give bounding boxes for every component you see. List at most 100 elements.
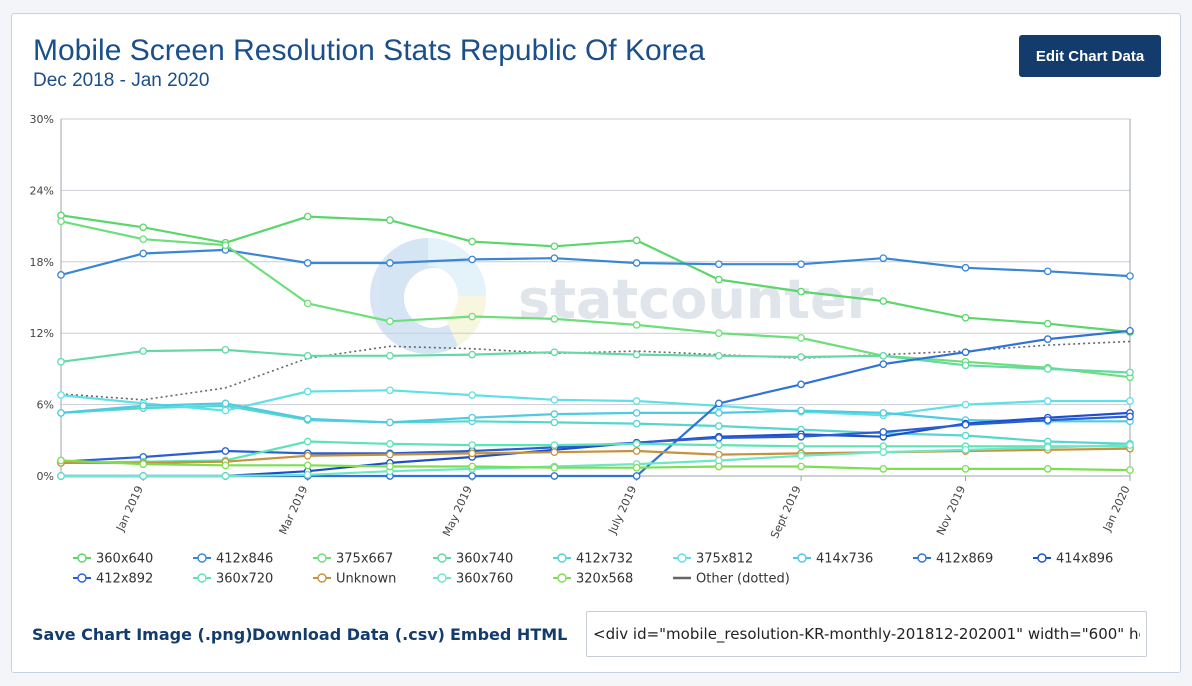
data-point-360x720 [303,437,312,446]
data-point-360x640 [550,242,559,251]
legend-item-412x846[interactable]: 412x846 [193,552,273,567]
data-point-360x760 [139,472,148,480]
watermark-logo-core [404,268,464,328]
data-point-412x846 [879,254,888,263]
legend-label: 360x740 [456,552,513,567]
legend-label: 375x812 [696,552,753,567]
data-point-360x740 [386,351,394,360]
data-point-360x760 [961,445,970,454]
data-point-360x740 [468,350,477,359]
legend-marker [677,553,687,563]
data-point-360x740 [714,351,723,360]
data-point-320x568 [386,462,394,471]
data-point-320x568 [1043,465,1052,473]
data-point-Unknown [632,447,641,455]
data-point-360x640 [1043,319,1052,328]
data-point-360x640 [632,236,641,245]
legend-label: 414x896 [1056,552,1113,567]
x-tick-label: Mar 2019 [277,484,311,537]
legend-label: 412x869 [936,552,993,567]
chart-card: Mobile Screen Resolution Stats Republic … [11,13,1181,673]
data-point-360x740 [221,346,230,354]
save-chart-image-link[interactable]: Save Chart Image (.png) [32,625,253,644]
x-tick-label: Jan 2019 [113,484,146,534]
series-line-360x720 [60,440,1130,464]
legend-marker [917,553,927,563]
y-tick-label: 18% [30,256,54,269]
data-point-414x736 [468,413,477,422]
data-point-375x812 [386,386,394,395]
legend-item-375x812[interactable]: 375x812 [673,552,753,567]
data-point-412x846 [797,260,805,269]
legend-item-375x667[interactable]: 375x667 [313,552,393,567]
legend-item-414x736[interactable]: 414x736 [793,552,873,567]
legend-label: Unknown [336,572,396,587]
data-point-375x812 [1043,397,1052,405]
data-point-360x720 [632,440,641,448]
edit-chart-data-button[interactable]: Edit Chart Data [1019,35,1161,77]
data-point-320x568 [1126,466,1134,474]
data-point-412x846 [57,271,65,279]
legend-label: 375x667 [336,552,393,567]
data-point-375x812 [632,397,641,405]
data-point-320x568 [139,460,148,468]
data-point-375x812 [961,400,970,409]
legend-item-360x640[interactable]: 360x640 [73,552,153,567]
embed-code-field[interactable] [586,611,1147,657]
legend-label: 360x760 [456,572,513,587]
y-tick-label: 30% [30,113,54,126]
series-line-360x760 [61,444,1131,478]
data-point-360x740 [303,351,312,360]
x-tick-label: Nov 2019 [934,484,968,538]
download-data-link[interactable]: Download Data (.csv) [252,625,445,644]
page-title: Mobile Screen Resolution Stats Republic … [33,34,706,67]
legend-item-412x869[interactable]: 412x869 [913,552,993,567]
y-tick-label: 6% [37,399,54,412]
data-point-320x568 [57,456,65,465]
data-point-360x760 [303,470,312,479]
data-point-412x846 [303,259,312,267]
legend-item-412x732[interactable]: 412x732 [553,552,633,567]
data-point-412x846 [139,249,148,258]
legend-item-360x740[interactable]: 360x740 [433,552,513,567]
legend-item-412x892[interactable]: 412x892 [73,572,153,587]
series-line-412x846 [60,248,1131,278]
data-point-412x869 [550,472,559,480]
legend-item-360x760[interactable]: 360x760 [433,572,513,587]
legend-item-Unknown[interactable]: Unknown [313,572,396,587]
legend-item-Other (dotted)[interactable]: Other (dotted) [673,572,790,587]
data-point-360x720 [550,441,559,449]
data-point-360x760 [57,472,65,480]
legend-item-360x720[interactable]: 360x720 [193,572,273,587]
data-point-360x740 [1043,365,1052,373]
data-point-412x869 [468,472,477,480]
embed-html-link[interactable]: Embed HTML [450,625,568,644]
data-point-360x640 [386,216,394,224]
data-point-360x740 [797,353,805,361]
data-point-375x667 [797,334,805,342]
data-point-412x846 [468,255,477,264]
data-point-375x812 [221,406,230,415]
data-point-375x667 [139,235,148,244]
data-point-412x892 [714,434,723,442]
data-point-412x732 [714,422,723,430]
data-point-412x732 [550,418,559,427]
data-point-360x760 [879,448,888,457]
data-point-360x740 [961,361,970,370]
legend-label: 320x568 [576,572,633,587]
legend-item-320x568[interactable]: 320x568 [553,572,633,587]
data-point-320x568 [550,463,559,472]
data-point-Unknown [386,450,394,459]
data-point-375x667 [221,241,230,249]
legend-item-414x896[interactable]: 414x896 [1033,552,1113,567]
data-point-360x640 [961,313,970,322]
data-point-375x812 [57,391,65,399]
data-point-360x640 [879,297,888,305]
legend-marker [557,573,567,583]
data-point-412x869 [1126,326,1134,335]
plot-area [61,119,1130,476]
legend-label: 414x736 [816,552,873,567]
legend-marker [197,573,207,583]
data-point-360x740 [632,350,641,359]
legend-marker [77,553,87,563]
